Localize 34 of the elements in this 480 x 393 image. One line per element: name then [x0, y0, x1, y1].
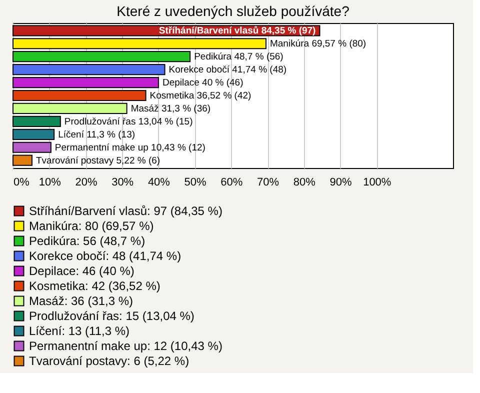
legend-label: Líčení: 13 (11,3 %) — [29, 324, 130, 338]
x-tick-label: 10% — [38, 176, 62, 188]
category-label: Permanentní make up 10,43 % (12) — [54, 142, 206, 154]
x-tick-label: 100% — [363, 176, 392, 188]
x-tick-label: 80% — [293, 176, 316, 188]
x-tick-label: 60% — [220, 176, 243, 188]
category-label: Kosmetika 36,52 % (42) — [150, 90, 252, 102]
legend-label: Kosmetika: 42 (36,52 %) — [29, 279, 160, 293]
category-label: Líčení 11,3 % (13) — [58, 129, 136, 140]
x-tick-label: 50% — [184, 176, 207, 188]
category-label: Masáž 31,3 % (36) — [130, 103, 211, 114]
x-tick-label: 0% — [14, 176, 30, 188]
x-tick-label: 30% — [112, 176, 134, 188]
category-label: Pedikúra 48,7 % (56) — [194, 52, 284, 63]
legend-label: Manikúra: 80 (69,57 %) — [29, 219, 154, 233]
category-label: Stříhání/Barvení vlasů 84,35 % (97) — [158, 26, 316, 37]
x-tick-label: 40% — [148, 176, 170, 188]
legend-label: Prodlužování řas: 15 (13,04 %) — [29, 309, 194, 323]
category-label: Prodlužování řas 13,04 % (15) — [64, 116, 193, 128]
category-label: Korekce obočí 41,74 % (48) — [168, 64, 287, 76]
x-tick-label: 70% — [257, 176, 280, 188]
chart-title: Které z uvedených služeb používáte? — [116, 3, 350, 19]
x-tick-label: 20% — [75, 176, 98, 188]
category-label: Depilace 40 % (46) — [162, 78, 244, 89]
x-tick-label: 90% — [330, 176, 352, 188]
legend-label: Permanentní make up: 12 (10,43 %) — [29, 339, 222, 353]
legend-label: Tvarování postavy: 6 (5,22 %) — [29, 354, 190, 368]
legend-label: Masáž: 36 (31,3 %) — [29, 294, 134, 308]
legend-label: Depilace: 46 (40 %) — [29, 264, 134, 278]
category-label: Tvarování postavy 5,22 % (6) — [36, 155, 160, 166]
legend-label: Korekce obočí: 48 (41,74 %) — [29, 249, 182, 263]
legend-label: Pedikúra: 56 (48,7 %) — [29, 234, 146, 248]
category-label: Manikúra 69,57 % (80) — [270, 38, 366, 50]
legend-label: Stříhání/Barvení vlasů: 97 (84,35 %) — [29, 204, 222, 218]
